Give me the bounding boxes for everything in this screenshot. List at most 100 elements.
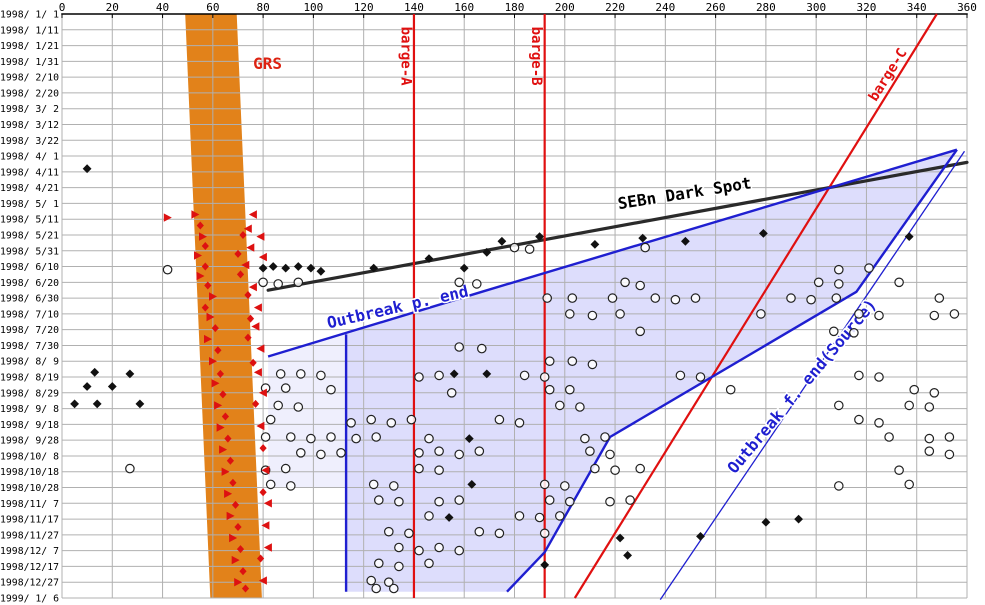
date-label: 1998/10/28 bbox=[0, 483, 59, 494]
white-spot-point bbox=[326, 432, 336, 442]
white-spot-point bbox=[509, 242, 520, 253]
grs-red-spot-point bbox=[234, 249, 242, 258]
dark-spot-point bbox=[82, 164, 92, 174]
white-spot-point bbox=[366, 414, 376, 425]
white-spot-point bbox=[813, 277, 824, 288]
x-tick-label: 260 bbox=[706, 1, 726, 14]
grs-red-spot-point bbox=[259, 488, 267, 497]
grs-red-spot-point bbox=[214, 346, 222, 355]
date-label: 1998/11/27 bbox=[0, 530, 59, 541]
dark-spot-point bbox=[268, 262, 278, 271]
grs-band-area bbox=[185, 14, 262, 598]
x-tick-label: 20 bbox=[106, 1, 119, 14]
date-label: 1998/ 3/22 bbox=[0, 136, 59, 147]
grs-red-spot-point bbox=[259, 444, 267, 453]
grs-label: GRS bbox=[253, 54, 282, 73]
grs-red-spot-point bbox=[251, 322, 260, 331]
dark-spot-point bbox=[482, 247, 492, 257]
grs-red-spot-point bbox=[236, 545, 245, 554]
white-spot-point bbox=[514, 417, 525, 428]
date-label: 1998/ 1/31 bbox=[0, 57, 59, 68]
x-tick-label: 240 bbox=[655, 1, 675, 14]
grs-red-spot-point bbox=[221, 467, 230, 476]
white-spot-point bbox=[564, 496, 575, 507]
dark-spot-point bbox=[615, 533, 625, 543]
white-spot-point bbox=[383, 526, 394, 537]
grs-red-spot-point bbox=[204, 334, 212, 344]
white-spot-point bbox=[575, 402, 585, 412]
white-spot-point bbox=[894, 465, 904, 475]
dark-spot-point bbox=[467, 480, 477, 489]
grs-red-spot-point bbox=[201, 303, 209, 312]
white-spot-point bbox=[554, 511, 565, 521]
white-spot-point bbox=[650, 293, 661, 303]
white-spot-point bbox=[285, 432, 296, 442]
white-spot-point bbox=[554, 400, 565, 411]
date-label: 1998/ 9/28 bbox=[0, 436, 59, 447]
white-spot-point bbox=[162, 264, 173, 275]
date-label: 1998/ 7/10 bbox=[0, 309, 59, 320]
white-spot-point bbox=[471, 279, 482, 289]
grs-red-spot-point bbox=[196, 221, 204, 230]
white-spot-point bbox=[635, 280, 645, 291]
white-spot-point bbox=[542, 293, 552, 303]
white-spot-point bbox=[434, 465, 444, 475]
dark-spot-point bbox=[464, 434, 474, 443]
white-spot-point bbox=[295, 447, 306, 458]
grs-red-spot-point bbox=[226, 456, 234, 465]
grs-red-spot-point bbox=[229, 478, 237, 487]
grs-red-spot-point bbox=[204, 281, 212, 290]
grs-red-spot-point bbox=[224, 434, 232, 443]
white-spot-point bbox=[607, 293, 618, 303]
dark-spot-point bbox=[638, 233, 648, 243]
x-axis: 0 20 40 60 80 100 120 140 160 180 200 220 240 260 280 3… bbox=[59, 1, 977, 18]
grs-red-spot-point bbox=[216, 423, 225, 432]
series-dark-spots bbox=[70, 164, 914, 570]
white-spot-point bbox=[587, 359, 598, 370]
date-label: 1998/ 5/21 bbox=[0, 231, 59, 242]
white-spot-point bbox=[454, 545, 464, 556]
white-spot-point bbox=[909, 384, 919, 395]
white-spot-point bbox=[544, 495, 555, 505]
white-spot-point bbox=[831, 293, 842, 303]
white-spot-point bbox=[260, 432, 271, 442]
date-label: 1998/ 1/ 1 bbox=[0, 10, 59, 21]
grs-red-spot-point bbox=[219, 445, 228, 454]
white-spot-point bbox=[293, 402, 304, 412]
white-spot-point bbox=[494, 528, 505, 539]
white-spot-point bbox=[587, 310, 598, 321]
grs-red-spot-point bbox=[211, 379, 220, 388]
x-tick-label: 0 bbox=[59, 1, 66, 14]
white-spot-point bbox=[725, 384, 736, 395]
white-spot-point bbox=[386, 417, 397, 428]
white-spot-point bbox=[924, 433, 935, 444]
grs-red-spot-point bbox=[231, 500, 240, 509]
white-spot-point bbox=[605, 449, 615, 460]
white-spot-point bbox=[404, 528, 414, 539]
white-spot-point bbox=[806, 294, 816, 305]
grs-red-spot-point bbox=[256, 232, 265, 241]
grs-red-spot-point bbox=[263, 499, 272, 508]
white-spot-point bbox=[414, 463, 424, 474]
date-label: 1998/ 8/29 bbox=[0, 388, 59, 399]
white-spot-point bbox=[567, 356, 578, 366]
x-tick-label: 120 bbox=[354, 1, 374, 14]
dark-spot-point bbox=[482, 369, 492, 379]
grs-red-spot-point bbox=[209, 292, 217, 301]
white-spot-point bbox=[394, 496, 404, 507]
date-label: 1998/ 2/10 bbox=[0, 73, 59, 84]
white-spot-point bbox=[273, 279, 283, 289]
white-spot-point bbox=[285, 481, 296, 491]
white-spot-point bbox=[476, 343, 487, 354]
grs-red-spot-point bbox=[216, 369, 224, 378]
x-tick-label: 300 bbox=[806, 1, 826, 14]
dark-spot-point bbox=[92, 399, 102, 409]
white-spot-point bbox=[346, 417, 356, 428]
dark-spot-point bbox=[681, 236, 690, 246]
white-spot-point bbox=[454, 277, 464, 288]
dark-spot-point bbox=[424, 254, 434, 263]
date-label: 1998/ 6/30 bbox=[0, 294, 59, 305]
white-spot-point bbox=[894, 277, 904, 288]
white-spot-point bbox=[874, 417, 884, 428]
